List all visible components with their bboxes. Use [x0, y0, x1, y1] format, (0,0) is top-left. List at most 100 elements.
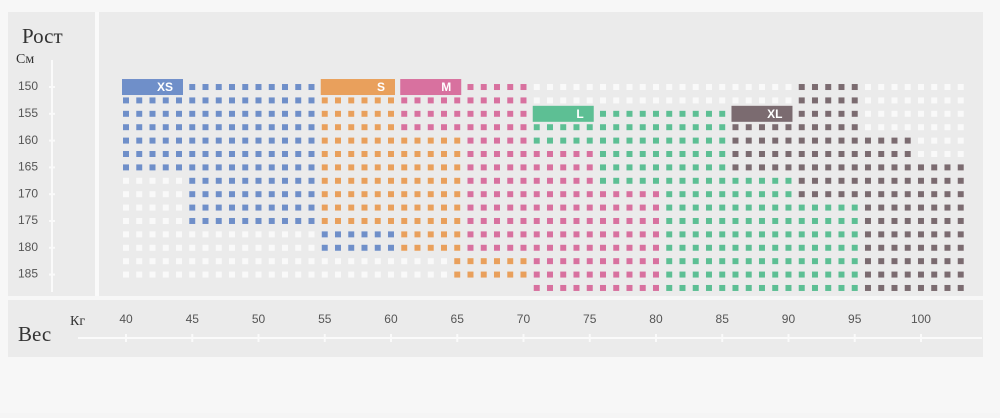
size-dot — [387, 97, 394, 104]
empty-dot — [122, 258, 129, 265]
size-dot — [666, 271, 673, 278]
size-label: XS — [157, 80, 173, 94]
size-dot — [851, 151, 858, 157]
size-dot — [533, 137, 540, 144]
size-dot — [295, 97, 302, 104]
size-dot — [467, 164, 474, 171]
size-dot — [215, 151, 222, 157]
size-dot — [772, 151, 779, 157]
size-dot — [639, 191, 646, 198]
size-dot — [348, 231, 355, 238]
size-dot — [798, 284, 805, 291]
size-dot — [745, 204, 752, 211]
size-dot — [758, 124, 765, 131]
size-label-box — [532, 105, 594, 122]
size-dot — [652, 231, 659, 238]
size-dot — [785, 177, 792, 184]
size-dot — [679, 110, 686, 117]
size-dot — [440, 244, 447, 251]
size-dot — [666, 231, 673, 238]
size-dot — [387, 191, 394, 198]
empty-dot — [785, 97, 792, 104]
size-dot — [136, 97, 143, 104]
size-dot — [586, 284, 593, 291]
size-dot — [931, 164, 938, 171]
size-dot — [533, 271, 540, 278]
size-dot — [838, 244, 845, 251]
empty-dot — [387, 258, 394, 265]
size-dot — [560, 137, 567, 144]
size-dot — [295, 84, 302, 91]
size-dot — [401, 164, 408, 171]
size-block — [321, 231, 394, 251]
size-dot — [242, 124, 249, 131]
empty-dot — [891, 124, 898, 131]
size-dot — [931, 177, 938, 184]
size-dot — [772, 284, 779, 291]
size-dot — [666, 124, 673, 131]
size-dot — [533, 164, 540, 171]
size-dot — [599, 204, 606, 211]
size-dot — [493, 164, 500, 171]
empty-dot — [189, 258, 196, 265]
size-dot — [560, 204, 567, 211]
empty-dot — [361, 271, 368, 278]
size-dot — [348, 124, 355, 131]
y-tick-label: 165 — [18, 160, 38, 174]
size-dot — [679, 271, 686, 278]
size-dot — [891, 204, 898, 211]
size-dot — [440, 124, 447, 131]
size-dot — [798, 84, 805, 91]
empty-dot — [613, 97, 620, 104]
empty-dot — [255, 244, 262, 251]
size-dot — [692, 151, 699, 157]
size-dot — [692, 137, 699, 144]
size-dot — [931, 231, 938, 238]
size-dot — [705, 244, 712, 251]
size-dot — [533, 191, 540, 198]
empty-dot — [904, 110, 911, 117]
size-dot — [573, 191, 580, 198]
empty-dot — [679, 84, 686, 91]
size-dot — [175, 124, 182, 131]
size-dot — [573, 204, 580, 211]
empty-dot — [122, 191, 129, 198]
size-dot — [904, 271, 911, 278]
size-dot — [732, 177, 739, 184]
size-dot — [732, 231, 739, 238]
size-dot — [162, 137, 169, 144]
empty-dot — [242, 271, 249, 278]
empty-dot — [149, 258, 156, 265]
size-dot — [467, 217, 474, 224]
size-dot — [308, 124, 315, 131]
empty-dot — [652, 97, 659, 104]
size-dot — [666, 110, 673, 117]
size-dot — [878, 217, 885, 224]
empty-dot — [652, 84, 659, 91]
empty-dot — [931, 137, 938, 144]
size-dot — [520, 137, 527, 144]
size-dot — [480, 217, 487, 224]
x-tick-label: 55 — [318, 312, 332, 326]
size-dot — [891, 217, 898, 224]
size-dot — [414, 244, 421, 251]
size-dot — [189, 177, 196, 184]
size-dot — [493, 271, 500, 278]
size-dot — [348, 244, 355, 251]
size-dot — [374, 231, 381, 238]
size-dot — [136, 151, 143, 157]
empty-dot — [957, 151, 964, 157]
size-dot — [613, 231, 620, 238]
size-dot — [480, 244, 487, 251]
size-dot — [613, 258, 620, 265]
size-dot — [811, 191, 818, 198]
empty-dot — [666, 84, 673, 91]
size-dot — [308, 191, 315, 198]
size-dot — [507, 271, 514, 278]
size-dot — [308, 164, 315, 171]
size-dot — [255, 110, 262, 117]
size-dot — [864, 284, 871, 291]
size-dot — [692, 110, 699, 117]
size-dot — [613, 110, 620, 117]
size-dot — [772, 204, 779, 211]
